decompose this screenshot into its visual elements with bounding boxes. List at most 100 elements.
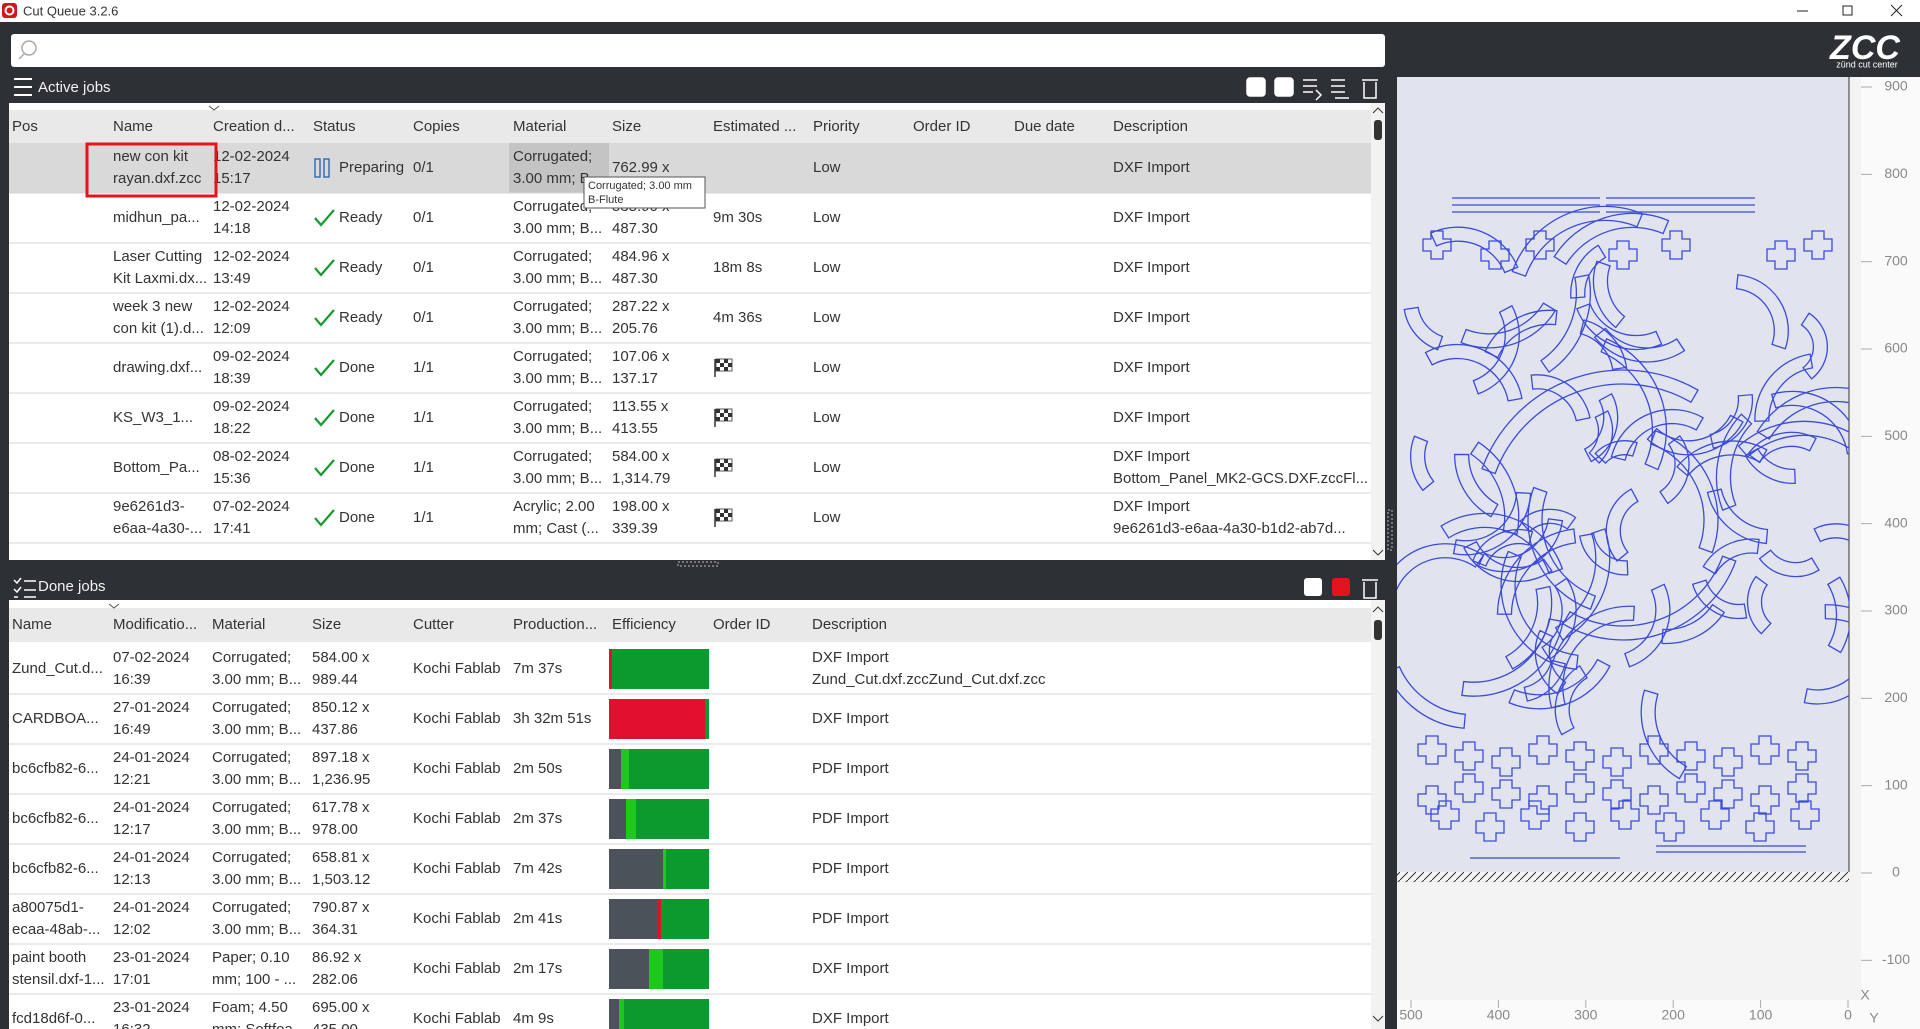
column-header[interactable]: Name (12, 616, 52, 633)
scrollbar[interactable] (1371, 103, 1385, 560)
flag-icon (715, 358, 733, 372)
toolbar-button[interactable] (1332, 578, 1350, 596)
cut-shape (1803, 677, 1849, 705)
status-icon (314, 309, 335, 327)
cell-text: 12-02-2024 (213, 298, 290, 315)
efficiency-segment (609, 649, 612, 689)
menu-icon[interactable] (14, 78, 32, 96)
cell-text: 2m 41s (513, 910, 562, 927)
column-header[interactable]: Cutter (413, 616, 454, 633)
column-header[interactable]: Due date (1014, 118, 1075, 135)
column-header[interactable]: Status (313, 118, 356, 135)
flag-icon (715, 508, 733, 522)
cut-shape (1565, 812, 1595, 842)
column-header[interactable]: Order ID (713, 616, 771, 633)
column-header[interactable]: Pos (12, 118, 38, 135)
cell-text: Low (813, 359, 841, 376)
cell-text: 23-01-2024 (113, 999, 190, 1016)
column-header[interactable]: Modificatio... (113, 616, 197, 633)
cut-shape (1410, 435, 1435, 492)
flag-icon (716, 467, 720, 471)
highlight-box (85, 142, 218, 198)
cell-text: mm; Softfoa... (212, 1021, 305, 1029)
cell-text: 3.00 mm; B... (212, 771, 301, 788)
toolbar-button[interactable] (1331, 79, 1349, 99)
column-header[interactable]: Creation d... (213, 118, 295, 135)
scrollbar-thumb[interactable] (1374, 120, 1382, 140)
cut-shape (1750, 735, 1780, 765)
cell-text: Corrugated; (513, 248, 592, 265)
cell-text: 07-02-2024 (213, 559, 290, 576)
y-tick-label: 800 (1884, 165, 1908, 181)
cut-shape (1463, 540, 1553, 583)
cell-text: Kochi Fablab (413, 660, 501, 677)
toolbar-button[interactable] (1303, 79, 1323, 101)
column-header[interactable]: Material (212, 616, 265, 633)
restore-button[interactable] (1842, 5, 1853, 16)
cut-shape (1565, 741, 1595, 771)
column-header[interactable]: Material (513, 118, 566, 135)
toolbar-button[interactable] (1246, 77, 1266, 97)
cell-text: 113.55 x (612, 398, 669, 415)
cut-shape (1417, 735, 1447, 765)
cut-shape (1397, 543, 1485, 591)
column-header[interactable]: Name (113, 118, 153, 135)
cut-shape (1737, 420, 1849, 458)
toolbar-button[interactable] (1274, 77, 1294, 97)
cut-shape (1534, 629, 1567, 695)
delete-button[interactable] (1362, 79, 1378, 99)
toolbar-button[interactable] (1304, 578, 1322, 596)
cell-text: 18m 8s (713, 259, 762, 276)
cell-text: 16:39 (113, 671, 151, 688)
column-header[interactable]: Description (1113, 118, 1188, 135)
flag-icon (724, 417, 728, 421)
column-header[interactable]: Size (612, 118, 641, 135)
cell-text: 287.22 x (612, 298, 670, 315)
scroll-arrow[interactable] (1372, 606, 1384, 1022)
cell-text: Low (813, 309, 841, 326)
scrollbar[interactable] (1371, 600, 1385, 1029)
column-header[interactable]: Production... (513, 616, 597, 633)
cell-text: Corrugated; (513, 398, 592, 415)
column-header[interactable]: Priority (813, 118, 860, 135)
cell-text: Corrugated; (212, 799, 291, 816)
cut-shape (1472, 304, 1520, 395)
cut-shape (1655, 812, 1685, 842)
cell-text: 435.00 (312, 1021, 358, 1029)
cut-shape (1600, 338, 1668, 471)
cell-text: drawing.dxf... (113, 359, 202, 376)
scroll-arrow[interactable] (1372, 107, 1384, 556)
cell-text: 7m 37s (513, 660, 562, 677)
efficiency-segment (661, 899, 709, 939)
column-header[interactable]: Copies (413, 118, 460, 135)
splitter-handle[interactable] (677, 561, 719, 567)
delete-button[interactable] (1362, 579, 1378, 599)
close-button[interactable] (1890, 4, 1903, 17)
cell-text: DXF Import (812, 960, 890, 977)
column-header[interactable]: Order ID (913, 118, 971, 135)
cell-text: Zund_Cut.d... (12, 660, 103, 677)
cut-shape (1454, 741, 1484, 771)
sort-indicator (208, 105, 220, 111)
column-header[interactable]: Size (312, 616, 341, 633)
cut-shape (1554, 664, 1588, 736)
y-tick-label: 900 (1884, 78, 1908, 94)
column-header[interactable]: Estimated ... (713, 118, 796, 135)
cell-text: Kochi Fablab (413, 860, 501, 877)
scrollbar-thumb[interactable] (1374, 620, 1382, 640)
status-icon (314, 459, 335, 477)
cell-text: 1,314.79 (612, 470, 670, 487)
column-header[interactable]: Description (812, 616, 887, 633)
status-icon (314, 359, 335, 377)
search-box[interactable] (11, 34, 1385, 67)
cell-text: 9e6261d3-e6aa-4a30-b1d2-ab7d... (1113, 520, 1346, 537)
efficiency-segment (609, 949, 649, 989)
cell-text: 3.00 mm; B... (513, 470, 602, 487)
cell-text: 1,236.95 (312, 771, 370, 788)
cell-text: bc6cfb82-6... (12, 810, 99, 827)
active-rows: new con kit rayan.dxf.zcc 12-02-2024 15:17 P… (9, 148, 1371, 576)
cut-shape (1610, 800, 1640, 830)
splitter-handle[interactable] (1387, 509, 1393, 551)
cell-text: 16:49 (113, 721, 151, 738)
column-header[interactable]: Efficiency (612, 616, 676, 633)
